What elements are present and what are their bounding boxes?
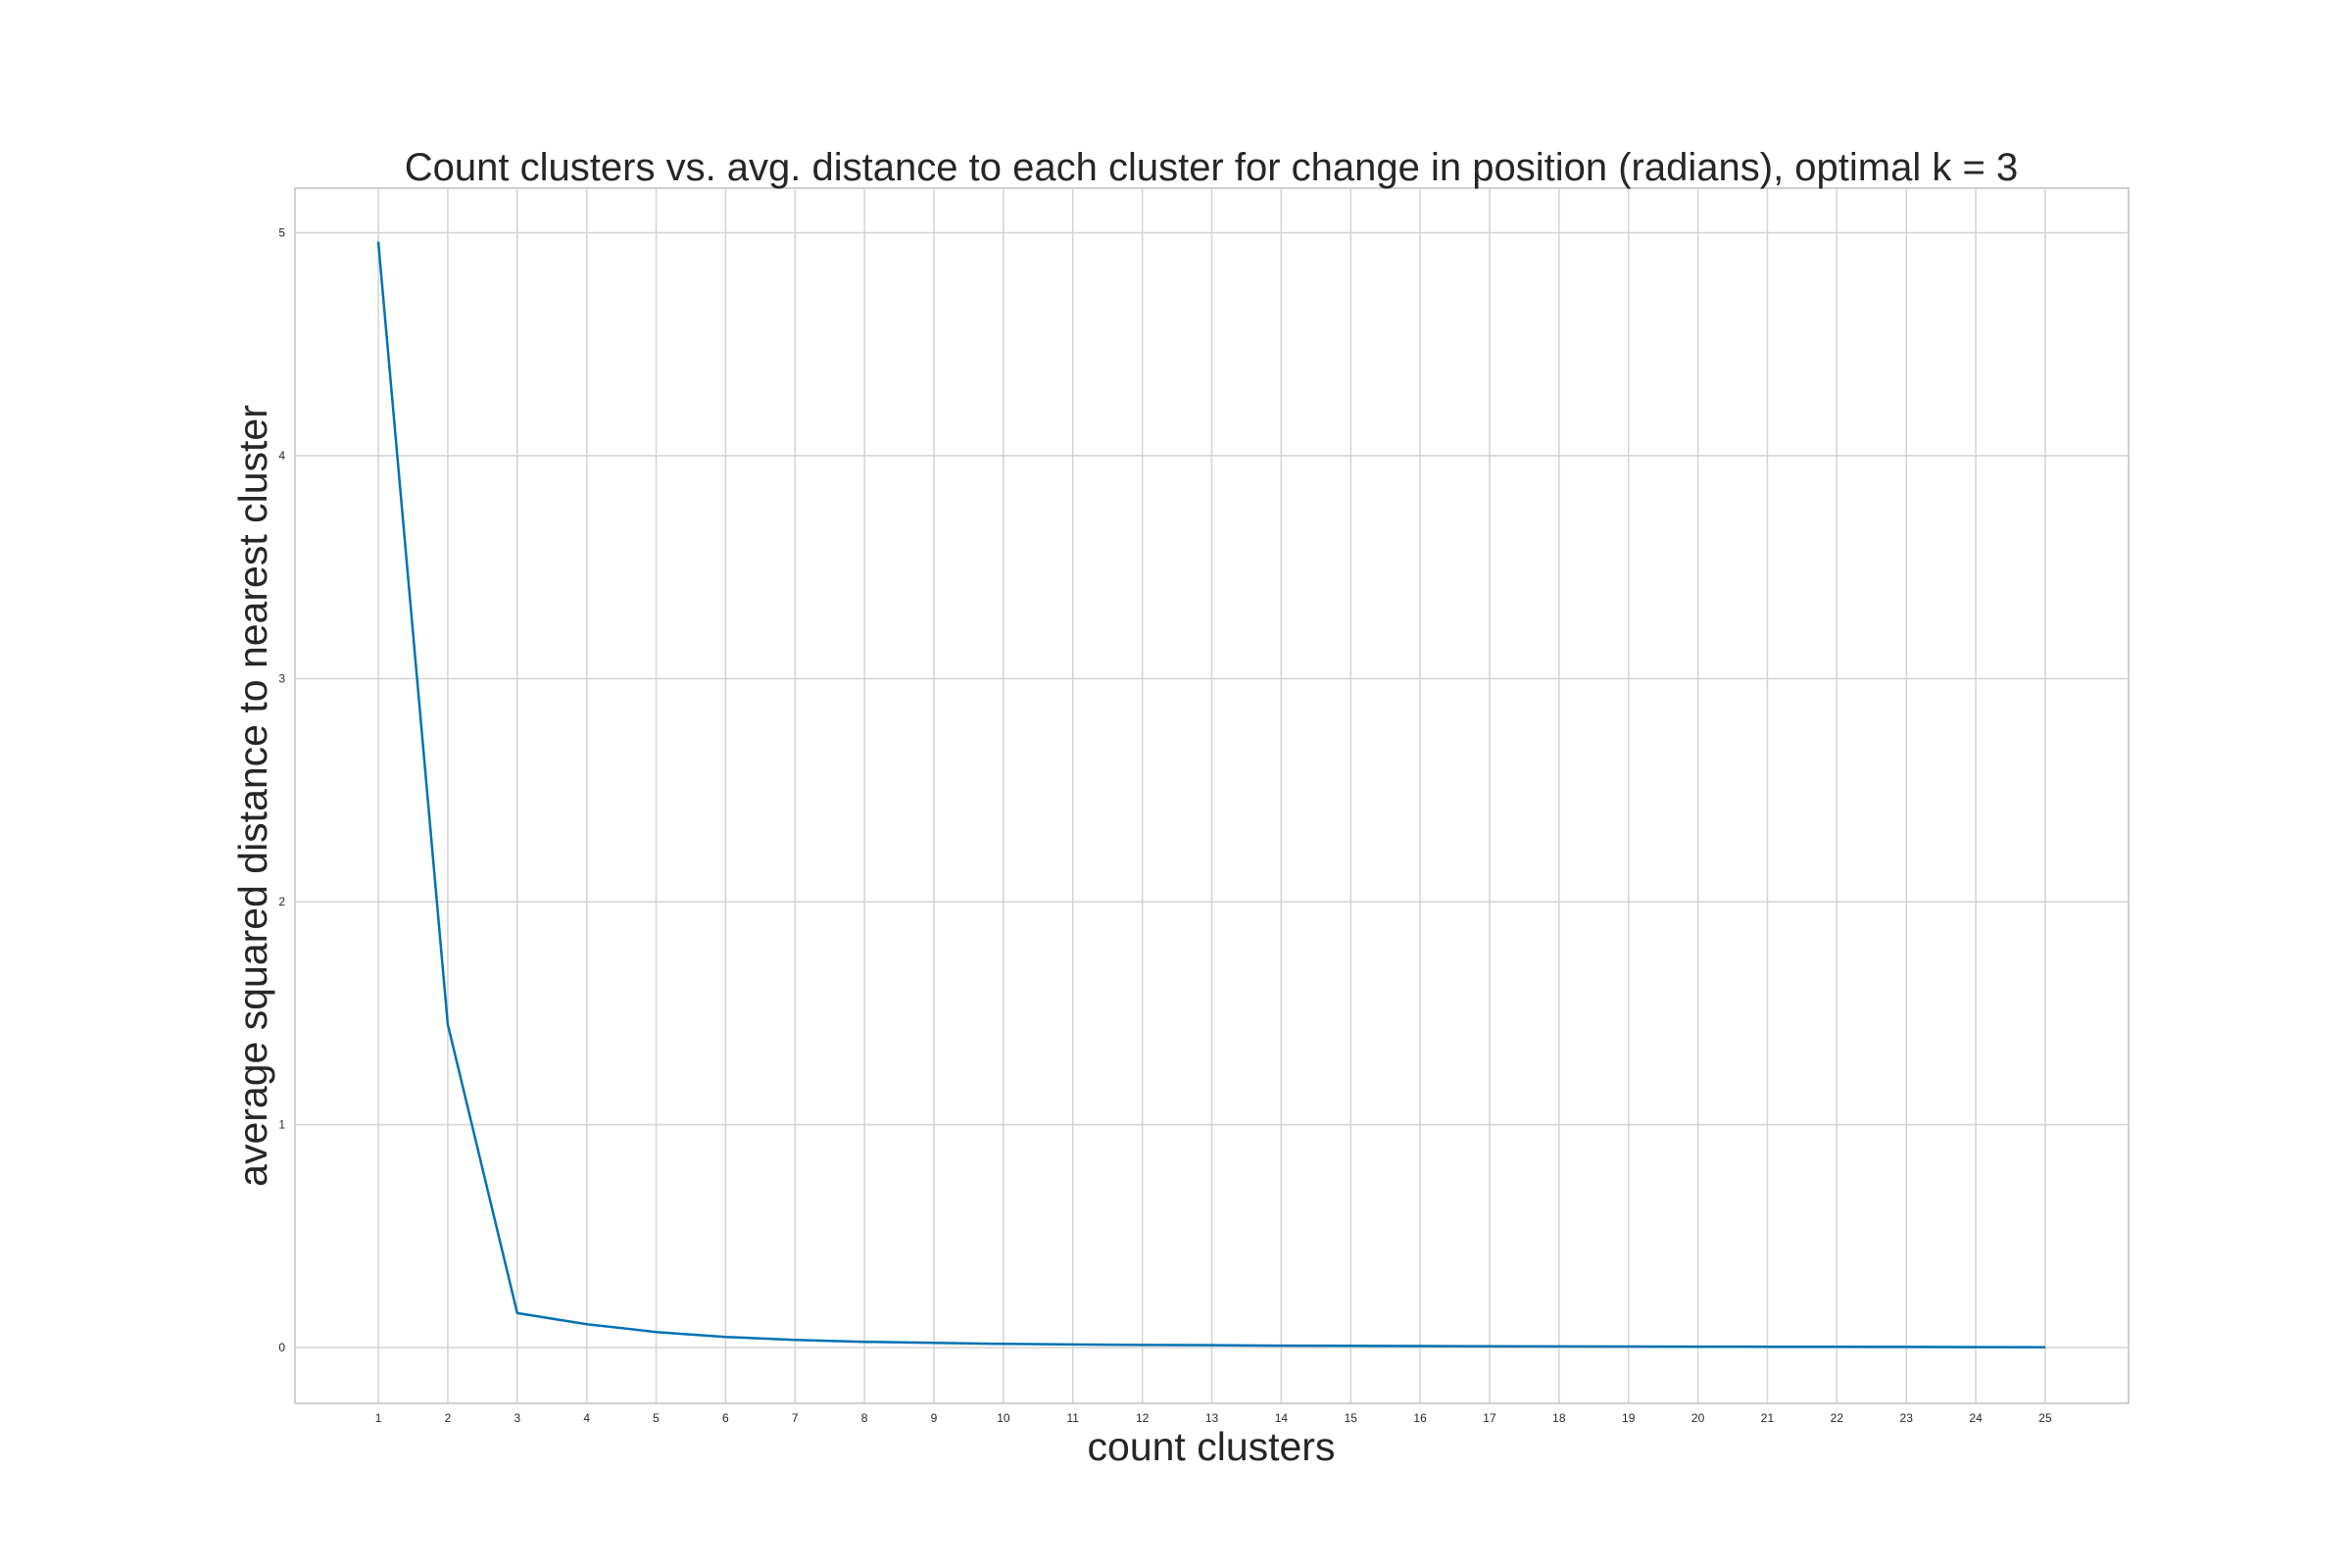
x-tick-label: 22 — [1831, 1411, 1844, 1425]
x-tick-label: 2 — [445, 1411, 452, 1425]
y-axis-label: average squared distance to nearest clus… — [230, 405, 275, 1187]
y-tick-label: 1 — [278, 1118, 285, 1132]
x-tick-labels: 1 2 3 4 5 6 7 8 9 10 11 12 13 14 15 16 17 18 19 20 21 22 23 24 2… — [375, 1411, 2052, 1425]
x-tick-label: 16 — [1413, 1411, 1427, 1425]
x-tick-label: 10 — [997, 1411, 1010, 1425]
x-tick-label: 21 — [1761, 1411, 1775, 1425]
x-tick-label: 19 — [1622, 1411, 1636, 1425]
x-tick-label: 15 — [1345, 1411, 1358, 1425]
x-tick-label: 9 — [931, 1411, 938, 1425]
y-tick-labels: 0 1 2 3 4 5 — [278, 226, 285, 1355]
x-tick-label: 12 — [1136, 1411, 1150, 1425]
y-tick-label: 2 — [278, 895, 285, 908]
x-tick-label: 20 — [1691, 1411, 1705, 1425]
x-tick-label: 7 — [792, 1411, 799, 1425]
x-tick-label: 18 — [1552, 1411, 1566, 1425]
y-tick-label: 4 — [278, 449, 285, 463]
x-tick-label: 1 — [375, 1411, 382, 1425]
grid-lines — [295, 188, 2129, 1403]
series-layer — [376, 241, 2046, 1348]
x-tick-label: 23 — [1900, 1411, 1914, 1425]
x-axis-label: count clusters — [1088, 1424, 1336, 1469]
x-tick-label: 3 — [514, 1411, 520, 1425]
x-tick-label: 25 — [2038, 1411, 2052, 1425]
x-tick-label: 6 — [722, 1411, 729, 1425]
chart-title: Count clusters vs. avg. distance to each… — [405, 146, 2018, 189]
x-tick-label: 5 — [653, 1411, 660, 1425]
y-tick-label: 5 — [278, 226, 285, 240]
plot-area-frame — [294, 187, 2130, 1404]
x-tick-label: 17 — [1483, 1411, 1496, 1425]
x-tick-label: 13 — [1205, 1411, 1219, 1425]
x-tick-label: 4 — [583, 1411, 590, 1425]
x-tick-label: 8 — [861, 1411, 868, 1425]
x-tick-label: 14 — [1275, 1411, 1289, 1425]
y-tick-label: 3 — [278, 672, 285, 686]
series-line — [376, 241, 2046, 1348]
x-tick-label: 11 — [1067, 1411, 1080, 1425]
y-tick-label: 0 — [278, 1341, 285, 1354]
x-tick-label: 24 — [1969, 1411, 1983, 1425]
